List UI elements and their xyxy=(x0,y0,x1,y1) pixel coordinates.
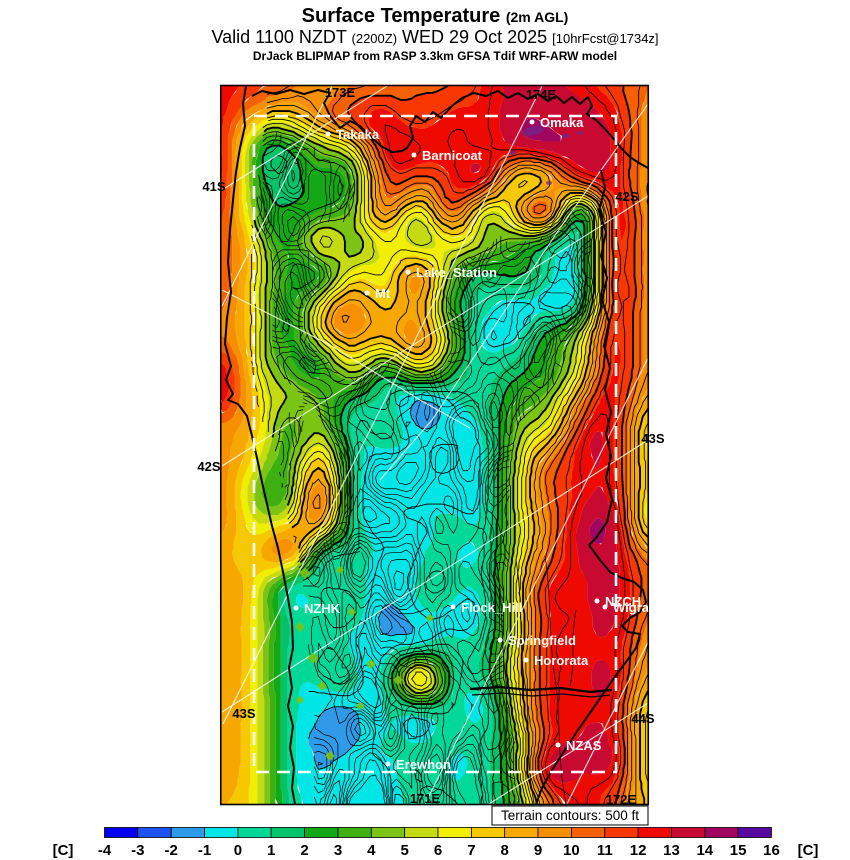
svg-text:42S: 42S xyxy=(197,459,220,474)
svg-text:Wigram: Wigram xyxy=(613,600,661,615)
svg-text:172E: 172E xyxy=(606,792,637,807)
svg-text:-4: -4 xyxy=(98,842,112,859)
svg-text:Omaka: Omaka xyxy=(540,115,584,130)
svg-text:44S: 44S xyxy=(631,711,654,726)
svg-text:5: 5 xyxy=(401,842,409,859)
svg-text:3: 3 xyxy=(334,842,342,859)
svg-text:8: 8 xyxy=(501,842,509,859)
svg-text:7: 7 xyxy=(467,842,475,859)
svg-text:-2: -2 xyxy=(165,842,178,859)
svg-text:16: 16 xyxy=(763,842,780,859)
svg-text:DrJack BLIPMAP from RASP 3.3km: DrJack BLIPMAP from RASP 3.3km GFSA Tdif… xyxy=(253,49,617,63)
svg-text:41S: 41S xyxy=(202,179,225,194)
svg-text:171E: 171E xyxy=(410,791,441,806)
svg-text:14: 14 xyxy=(696,842,713,859)
svg-text:-1: -1 xyxy=(198,842,211,859)
svg-text:Surface Temperature (2m AGL): Surface Temperature (2m AGL) xyxy=(302,5,569,27)
svg-text:Valid 1100 NZDT (2200Z) WED 29: Valid 1100 NZDT (2200Z) WED 29 Oct 2025 … xyxy=(211,27,658,47)
svg-text:4: 4 xyxy=(367,842,376,859)
svg-text:Takaka: Takaka xyxy=(336,127,380,142)
svg-text:12: 12 xyxy=(630,842,647,859)
svg-text:43S: 43S xyxy=(641,431,664,446)
svg-text:-3: -3 xyxy=(131,842,144,859)
svg-text:42S: 42S xyxy=(615,189,638,204)
svg-text:NZAS: NZAS xyxy=(566,738,602,753)
svg-text:9: 9 xyxy=(534,842,542,859)
svg-text:NZHK: NZHK xyxy=(304,601,341,616)
svg-text:Barnicoat: Barnicoat xyxy=(422,148,483,163)
svg-text:6: 6 xyxy=(434,842,442,859)
svg-text:Erewhon: Erewhon xyxy=(396,757,451,772)
svg-text:15: 15 xyxy=(730,842,747,859)
svg-text:13: 13 xyxy=(663,842,680,859)
svg-text:Springfield: Springfield xyxy=(508,633,576,648)
svg-text:2: 2 xyxy=(300,842,308,859)
svg-text:[C]: [C] xyxy=(798,842,819,859)
svg-text:173E: 173E xyxy=(325,85,356,100)
svg-text:Hororata: Hororata xyxy=(534,653,589,668)
svg-text:10: 10 xyxy=(563,842,580,859)
svg-text:Mt: Mt xyxy=(375,286,391,301)
svg-text:1: 1 xyxy=(267,842,275,859)
svg-text:NZCH: NZCH xyxy=(605,594,641,609)
svg-text:Lake_Station: Lake_Station xyxy=(416,265,497,280)
svg-text:Flock_Hill: Flock_Hill xyxy=(461,600,522,615)
svg-text:11: 11 xyxy=(597,842,613,859)
svg-text:0: 0 xyxy=(234,842,242,859)
svg-text:Terrain contours: 500 ft: Terrain contours: 500 ft xyxy=(501,808,639,823)
svg-text:[C]: [C] xyxy=(53,842,74,859)
svg-text:43S: 43S xyxy=(232,706,255,721)
svg-text:174E: 174E xyxy=(526,87,557,102)
